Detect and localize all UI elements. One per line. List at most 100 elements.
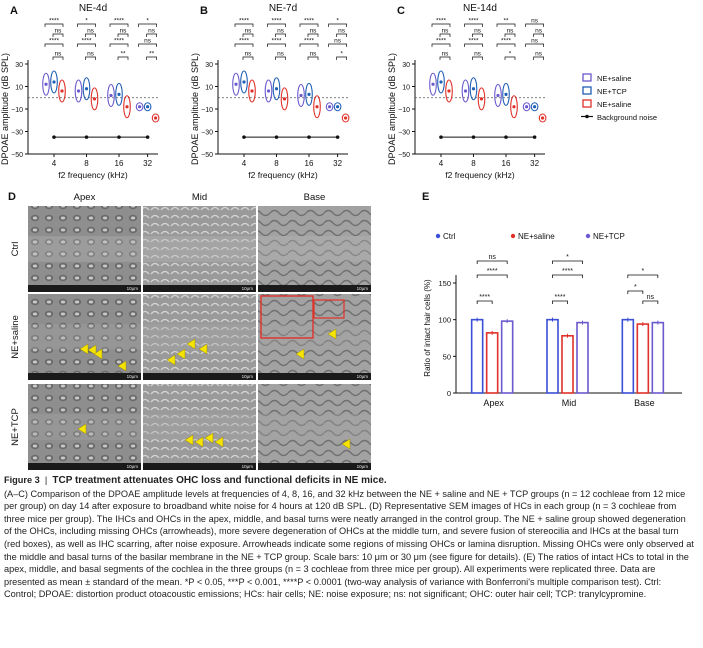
sem-info-bar bbox=[28, 463, 141, 470]
figure-number: Figure 3 bbox=[4, 475, 40, 485]
sem-image-1-0: 10μm bbox=[28, 294, 141, 380]
significance-bracket bbox=[627, 290, 644, 294]
violin-distribution bbox=[477, 87, 486, 111]
violin-mean-point bbox=[439, 80, 443, 84]
significance-bracket bbox=[439, 33, 451, 37]
background-noise-point bbox=[117, 135, 121, 139]
sem-info-bar bbox=[258, 463, 371, 470]
significance-bracket bbox=[336, 33, 347, 37]
significance-bracket bbox=[464, 43, 483, 47]
violin-distribution bbox=[123, 95, 131, 119]
violin-mean-point bbox=[44, 82, 48, 86]
sem-info-bar bbox=[258, 373, 371, 380]
violin-mean-point bbox=[146, 105, 150, 109]
background-noise-point bbox=[532, 135, 537, 139]
arrowhead-marker bbox=[176, 348, 186, 360]
significance-bracket bbox=[504, 33, 516, 37]
sem-info-bar bbox=[143, 285, 256, 292]
y-tick-label: 100 bbox=[438, 316, 451, 325]
sem-info-bar bbox=[28, 285, 141, 292]
significance-bracket bbox=[552, 274, 583, 278]
sem-image bbox=[258, 384, 371, 470]
sem-scale-label: 10μm bbox=[127, 286, 139, 291]
significance-label: * bbox=[340, 51, 343, 58]
legend-label: Ctrl bbox=[443, 232, 456, 241]
significance-bracket bbox=[328, 43, 347, 47]
arrowhead-marker bbox=[77, 423, 87, 435]
violin-distribution bbox=[305, 82, 313, 106]
sem-info-bar bbox=[143, 463, 256, 470]
violin-distribution bbox=[325, 102, 334, 112]
violin-mean-point bbox=[525, 105, 529, 109]
significance-bracket bbox=[85, 56, 96, 60]
y-tick-label: 30 bbox=[402, 62, 410, 69]
sem-info-bar bbox=[143, 373, 256, 380]
significance-bracket bbox=[476, 260, 508, 264]
legend-swatch bbox=[582, 99, 592, 108]
sem-image-0-1: 10μm bbox=[143, 206, 256, 292]
significance-label: ns bbox=[507, 28, 515, 35]
arrowhead-marker bbox=[295, 348, 305, 360]
significance-label: **** bbox=[271, 18, 282, 25]
sem-image-2-2: 10μm bbox=[258, 384, 371, 470]
sem-scale-label: 10μm bbox=[242, 286, 254, 291]
arrowhead-marker bbox=[184, 434, 194, 446]
y-tick-label: −50 bbox=[201, 152, 213, 159]
background-noise-point bbox=[439, 135, 443, 139]
sem-row-label: Ctrl bbox=[10, 242, 21, 257]
legend-marker bbox=[585, 114, 589, 119]
significance-label: * bbox=[146, 18, 149, 25]
violin-distribution bbox=[115, 82, 123, 106]
significance-bracket bbox=[146, 33, 157, 37]
significance-label: * bbox=[85, 18, 88, 25]
significance-label: **** bbox=[562, 268, 573, 275]
sem-scale-label: 10μm bbox=[357, 374, 369, 379]
significance-label: **** bbox=[436, 38, 447, 45]
significance-bracket bbox=[439, 56, 451, 60]
arrowhead-marker bbox=[186, 338, 196, 350]
violin-distribution bbox=[341, 113, 350, 123]
background-noise-point bbox=[307, 135, 311, 139]
violin-distribution bbox=[437, 70, 445, 94]
significance-bracket bbox=[85, 33, 96, 37]
significance-label: ns bbox=[310, 51, 318, 58]
significance-bracket bbox=[496, 23, 516, 27]
violin-mean-point bbox=[336, 105, 340, 109]
sem-image-0-2: 10μm bbox=[258, 206, 371, 292]
significance-label: **** bbox=[271, 38, 282, 45]
violin-mean-point bbox=[496, 93, 500, 98]
violin-mean-point bbox=[315, 105, 319, 109]
sem-image-highlight-band bbox=[28, 324, 141, 350]
significance-label: ns bbox=[144, 38, 152, 45]
violin-mean-point bbox=[76, 89, 81, 93]
significance-label: * bbox=[634, 284, 637, 291]
y-tick-label: −10 bbox=[11, 107, 23, 114]
sem-row-label: NE+saline bbox=[10, 315, 21, 359]
significance-label: ns bbox=[120, 28, 128, 35]
y-tick-label: −30 bbox=[398, 130, 410, 137]
significance-bracket bbox=[627, 274, 659, 278]
bar bbox=[485, 332, 499, 394]
violin-mean-point bbox=[344, 116, 348, 120]
significance-bracket bbox=[267, 23, 286, 27]
sem-column-header: Base bbox=[304, 192, 326, 203]
significance-label: ns bbox=[87, 28, 95, 35]
violin-distribution bbox=[90, 87, 99, 111]
significance-bracket bbox=[52, 33, 64, 37]
x-tick-label: 16 bbox=[115, 159, 124, 168]
significance-bracket bbox=[642, 300, 659, 304]
significance-label: * bbox=[509, 51, 512, 58]
figure-title: TCP treatment attenuates OHC loss and fu… bbox=[52, 475, 387, 486]
violin-distribution bbox=[445, 79, 453, 103]
violin-distribution bbox=[494, 83, 502, 108]
sem-image-highlight-band bbox=[28, 236, 141, 262]
violin-mean-point bbox=[274, 87, 279, 91]
background-noise-point bbox=[84, 135, 89, 139]
violin-distribution bbox=[82, 77, 91, 101]
significance-bracket bbox=[275, 56, 286, 60]
y-tick-label: −50 bbox=[11, 152, 23, 159]
violin-distribution bbox=[232, 72, 240, 96]
significance-bracket bbox=[431, 23, 451, 27]
significance-label: ns bbox=[531, 38, 539, 45]
violin-mean-point bbox=[52, 80, 56, 84]
